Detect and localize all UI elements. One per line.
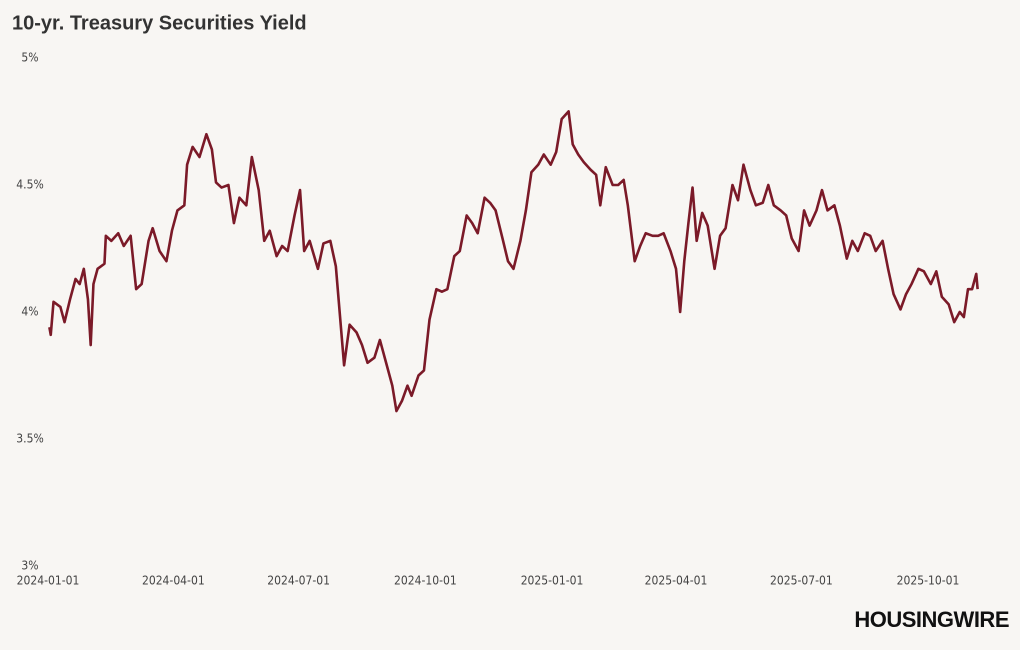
y-tick-label: 5%	[21, 51, 38, 65]
y-tick-label: 3%	[21, 559, 38, 573]
chart-title: 10-yr. Treasury Securities Yield	[12, 12, 307, 34]
x-tick-label: 2024-04-01	[142, 574, 205, 588]
y-tick-label: 4.5%	[16, 178, 43, 192]
x-tick-label: 2024-07-01	[267, 574, 330, 588]
x-tick-label: 2025-10-01	[897, 574, 960, 588]
x-tick-label: 2025-07-01	[770, 574, 833, 588]
x-tick-label: 2025-04-01	[645, 574, 708, 588]
line-series	[48, 110, 979, 413]
x-tick-label: 2024-01-01	[17, 574, 80, 588]
y-tick-label: 3.5%	[16, 432, 43, 446]
x-tick-label: 2025-01-01	[521, 574, 584, 588]
logo: HOUSINGWIRE	[854, 607, 1009, 632]
y-tick-label: 4%	[21, 305, 38, 319]
x-tick-label: 2024-10-01	[394, 574, 457, 588]
